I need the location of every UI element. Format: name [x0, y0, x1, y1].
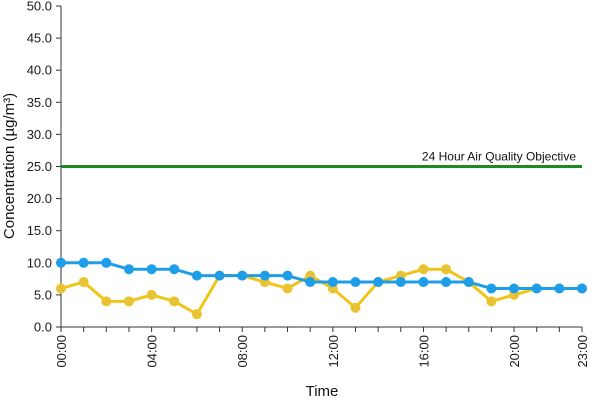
data-point — [123, 264, 134, 275]
y-tick-label: 45.0 — [27, 31, 52, 46]
y-tick-label: 5.0 — [34, 287, 52, 302]
x-axis: 00:00 04:00 08:00 12:00 16:00 20:00 23:00 — [54, 326, 590, 368]
y-tick-label: 50.0 — [27, 0, 52, 14]
x-tick-label: 23:00 — [575, 335, 590, 368]
data-point — [395, 277, 406, 288]
data-point — [101, 257, 112, 268]
y-tick-label: 10.0 — [27, 255, 52, 270]
data-point — [146, 289, 157, 300]
x-tick-label: 16:00 — [416, 335, 431, 368]
data-point — [191, 309, 202, 320]
reference-line-group: 24 Hour Air Quality Objective — [61, 150, 582, 168]
y-tick-label: 15.0 — [27, 223, 52, 238]
y-tick-label: 30.0 — [27, 127, 52, 142]
series-2 — [56, 257, 587, 294]
x-axis-title: Time — [306, 383, 339, 400]
data-point — [350, 277, 361, 288]
data-point — [418, 277, 429, 288]
data-point — [350, 302, 361, 313]
data-point — [282, 270, 293, 281]
series-group — [56, 257, 587, 320]
reference-line-label: 24 Hour Air Quality Objective — [422, 150, 576, 164]
data-point — [486, 283, 497, 294]
data-point — [259, 270, 270, 281]
series-line — [61, 261, 582, 290]
data-point — [56, 283, 66, 294]
x-tick-label: 20:00 — [507, 335, 522, 368]
data-point — [373, 277, 384, 288]
data-point — [577, 283, 587, 294]
x-tick-label: 12:00 — [326, 335, 341, 368]
data-point — [214, 270, 225, 281]
y-axis-title: Concentration (µg/m³) — [1, 93, 18, 239]
data-point — [78, 277, 89, 288]
data-point — [169, 264, 180, 275]
data-point — [146, 264, 157, 275]
data-point — [418, 264, 429, 275]
data-point — [169, 296, 180, 307]
data-point — [237, 270, 248, 281]
y-tick-label: 35.0 — [27, 95, 52, 110]
y-tick-label: 40.0 — [27, 63, 52, 78]
series-1 — [56, 264, 587, 320]
series-line — [60, 267, 582, 316]
y-tick-label: 0.0 — [34, 320, 52, 335]
data-point — [305, 277, 316, 288]
data-point — [123, 296, 134, 307]
y-tick-label: 20.0 — [27, 191, 52, 206]
y-tick-label: 25.0 — [27, 159, 52, 174]
x-tick-label: 00:00 — [54, 335, 69, 368]
y-axis: 0.0 5.0 10.0 15.0 20.0 25.0 30.0 35.0 40.0 45.0 50… — [27, 0, 62, 335]
data-point — [56, 257, 66, 268]
data-point — [78, 257, 89, 268]
data-point — [509, 283, 520, 294]
data-point — [282, 283, 293, 294]
x-tick-label: 08:00 — [235, 335, 250, 368]
data-point — [531, 283, 542, 294]
data-point — [441, 264, 452, 275]
x-tick-label: 04:00 — [145, 335, 160, 368]
data-point — [554, 283, 565, 294]
data-point — [191, 270, 202, 281]
data-point — [463, 277, 474, 288]
data-point — [486, 296, 497, 307]
data-point — [327, 277, 338, 288]
data-point — [101, 296, 112, 307]
data-point — [441, 277, 452, 288]
